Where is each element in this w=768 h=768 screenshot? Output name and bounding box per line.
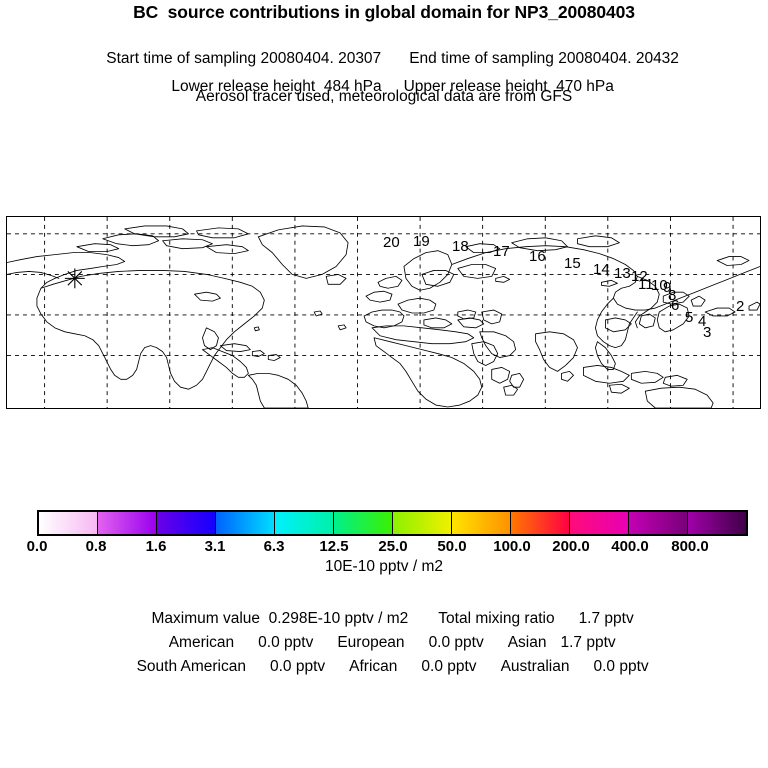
colorbar-segment <box>98 512 157 534</box>
region-name-south-american: South American <box>136 658 246 675</box>
start-time-label: Start time of sampling <box>106 50 257 67</box>
trajectory-label: 19 <box>413 233 430 250</box>
colorbar-tick: 100.0 <box>493 538 531 555</box>
colorbar-segment <box>570 512 629 534</box>
region-name-european: European <box>337 634 405 651</box>
colorbar-segment <box>39 512 98 534</box>
release-site-star <box>64 268 85 289</box>
region-name-african: African <box>349 658 398 675</box>
region-name-asian: Asian <box>507 634 547 651</box>
trajectory-label: 17 <box>493 243 510 260</box>
region-value-australian: 0.0 pptv <box>593 658 649 675</box>
region-value-european: 0.0 pptv <box>428 634 484 651</box>
world-map-panel: 20 19 18 17 16 15 14 13 12 11 10 9 8 6 5… <box>6 216 761 409</box>
region-name-australian: Australian <box>500 658 570 675</box>
sampling-time-row: Start time of sampling 20080404. 20307 En… <box>0 32 768 86</box>
summary-row-regions-1: American 0.0 pptv European 0.0 pptv Asian 1.7… <box>0 616 768 670</box>
colorbar-tick: 3.1 <box>204 538 226 555</box>
trajectory-label: 16 <box>529 248 546 265</box>
maximum-label: Maximum value <box>151 610 261 627</box>
trajectory-label: 2 <box>736 298 745 315</box>
trajectory-label: 15 <box>564 255 581 272</box>
colorbar-tick: 25.0 <box>378 538 408 555</box>
colorbar-tick: 0.0 <box>26 538 48 555</box>
trajectory-label: 6 <box>671 297 680 314</box>
trajectory-label: 5 <box>685 309 694 326</box>
region-value-african: 0.0 pptv <box>421 658 477 675</box>
colorbar-tick: 1.6 <box>145 538 167 555</box>
trajectory-label: 11 <box>638 276 654 293</box>
trajectory-label: 18 <box>452 238 469 255</box>
coastlines <box>7 225 760 408</box>
maximum-value: 0.298E-10 pptv / m2 <box>268 610 409 627</box>
trajectory-label: 9 <box>663 279 672 296</box>
world-map-graphic <box>7 217 760 408</box>
colorbar-segment <box>629 512 688 534</box>
trajectory-label: 4 <box>698 313 707 330</box>
upper-release-label: Upper release height <box>403 78 548 95</box>
trajectory-label: 20 <box>383 234 400 251</box>
colorbar-segment <box>157 512 216 534</box>
summary-row-maximum: Maximum value 0.298E-10 pptv / m2 Total m… <box>0 592 768 646</box>
lower-release-value: 484 hPa <box>323 78 382 95</box>
colorbar-tick: 0.8 <box>85 538 107 555</box>
region-value-asian: 1.7 pptv <box>560 634 616 651</box>
region-name-american: American <box>168 634 235 651</box>
colorbar-segment <box>511 512 570 534</box>
colorbar-tick: 800.0 <box>671 538 709 555</box>
trajectory-label: 8 <box>668 287 677 304</box>
lower-release-label: Lower release height <box>171 78 316 95</box>
colorbar-segment <box>275 512 334 534</box>
end-time-value: 20080404. 20432 <box>558 50 679 67</box>
trajectory-label: 10 <box>651 277 668 294</box>
trajectory-label: 13 <box>614 265 631 282</box>
trajectory-label: 12 <box>631 268 648 285</box>
total-value: 1.7 pptv <box>578 610 634 627</box>
colorbar-segment <box>334 512 393 534</box>
colorbar-tick: 12.5 <box>319 538 349 555</box>
colorbar-segment <box>688 512 746 534</box>
colorbar-tick: 50.0 <box>437 538 467 555</box>
release-height-row: Lower release height 484 hPa Upper releas… <box>0 60 768 114</box>
trajectory-label: 14 <box>593 261 610 278</box>
colorbar-tick: 6.3 <box>263 538 285 555</box>
trajectory-label: 3 <box>703 324 712 341</box>
colorbar-segment <box>216 512 275 534</box>
tracer-note: Aerosol tracer used, meteorological data… <box>195 88 573 105</box>
colorbar-unit-label: 10E-10 pptv / m2 <box>324 558 444 575</box>
colorbar <box>37 510 748 536</box>
region-value-american: 0.0 pptv <box>258 634 314 651</box>
map-gridlines <box>7 217 760 408</box>
colorbar-tick: 200.0 <box>552 538 590 555</box>
colorbar-tick-labels: 0.0 0.8 1.6 3.1 6.3 12.5 25.0 50.0 100.0… <box>0 538 768 556</box>
start-time-value: 20080404. 20307 <box>260 50 382 67</box>
total-label: Total mixing ratio <box>438 610 555 627</box>
region-value-south-american: 0.0 pptv <box>270 658 326 675</box>
upper-release-value: 470 hPa <box>556 78 614 95</box>
summary-row-regions-2: South American 0.0 pptv African 0.0 pptv Aus… <box>0 640 768 694</box>
colorbar-segment <box>393 512 452 534</box>
colorbar-segment <box>452 512 511 534</box>
page-title: BC source contributions in global domain… <box>133 2 635 22</box>
colorbar-tick: 400.0 <box>611 538 649 555</box>
end-time-label: End time of sampling <box>409 50 554 67</box>
